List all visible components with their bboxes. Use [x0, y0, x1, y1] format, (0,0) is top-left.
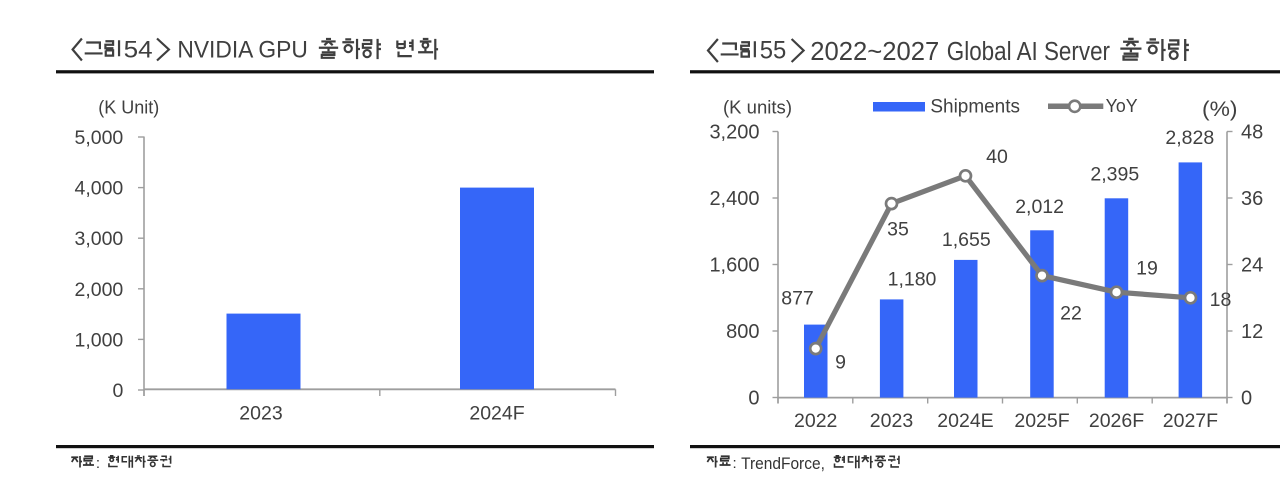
svg-text:2,000: 2,000 — [74, 279, 123, 301]
svg-text:1,600: 1,600 — [709, 255, 759, 277]
svg-text:2023: 2023 — [870, 410, 913, 432]
svg-text:2,828: 2,828 — [1165, 127, 1214, 149]
svg-text:18: 18 — [1210, 289, 1232, 311]
svg-text:4,000: 4,000 — [74, 178, 123, 200]
svg-text:5,000: 5,000 — [74, 127, 123, 149]
svg-text:2026F: 2026F — [1089, 410, 1144, 432]
svg-text:19: 19 — [1136, 257, 1158, 279]
svg-text:35: 35 — [887, 219, 909, 241]
svg-text:800: 800 — [726, 321, 759, 343]
svg-text:Global AI Server: Global AI Server — [947, 38, 1111, 66]
svg-text:1,180: 1,180 — [888, 269, 937, 291]
svg-text:3,000: 3,000 — [74, 228, 123, 250]
svg-text:2022~2027: 2022~2027 — [810, 38, 939, 66]
svg-text:22: 22 — [1060, 303, 1082, 325]
svg-text:1,655: 1,655 — [942, 229, 991, 251]
svg-text:2,395: 2,395 — [1090, 164, 1139, 186]
svg-text:2,400: 2,400 — [709, 188, 759, 210]
svg-text:(K units): (K units) — [723, 96, 792, 117]
svg-text:55: 55 — [760, 37, 787, 65]
svg-text:36: 36 — [1241, 188, 1263, 210]
svg-text:Shipments: Shipments — [930, 96, 1020, 117]
svg-text:54: 54 — [124, 37, 153, 64]
svg-text:2024E: 2024E — [937, 410, 993, 432]
svg-text:0: 0 — [748, 388, 759, 410]
svg-text:40: 40 — [986, 146, 1008, 168]
svg-text:12: 12 — [1241, 321, 1263, 343]
svg-text:0: 0 — [112, 380, 123, 402]
svg-text:1,000: 1,000 — [74, 329, 123, 351]
svg-text:2024F: 2024F — [469, 402, 524, 424]
svg-text:TrendForce,: TrendForce, — [741, 455, 825, 473]
svg-text:2027F: 2027F — [1163, 410, 1218, 432]
svg-text:NVIDIA GPU: NVIDIA GPU — [177, 37, 307, 64]
svg-text:2023: 2023 — [239, 402, 282, 424]
svg-text:3,200: 3,200 — [709, 122, 759, 144]
svg-text:9: 9 — [835, 351, 846, 373]
svg-text::: : — [733, 455, 737, 472]
svg-text:2,012: 2,012 — [1015, 196, 1064, 218]
svg-text:0: 0 — [1241, 388, 1252, 410]
svg-text:2025F: 2025F — [1014, 410, 1069, 432]
svg-text:877: 877 — [781, 288, 814, 310]
svg-text:2022: 2022 — [794, 410, 837, 432]
svg-text:(K Unit): (K Unit) — [98, 97, 159, 118]
svg-text:24: 24 — [1241, 255, 1263, 277]
svg-text:48: 48 — [1241, 122, 1263, 144]
svg-text:(%): (%) — [1202, 98, 1238, 121]
svg-text:YoY: YoY — [1106, 95, 1138, 116]
svg-text::: : — [96, 455, 100, 472]
